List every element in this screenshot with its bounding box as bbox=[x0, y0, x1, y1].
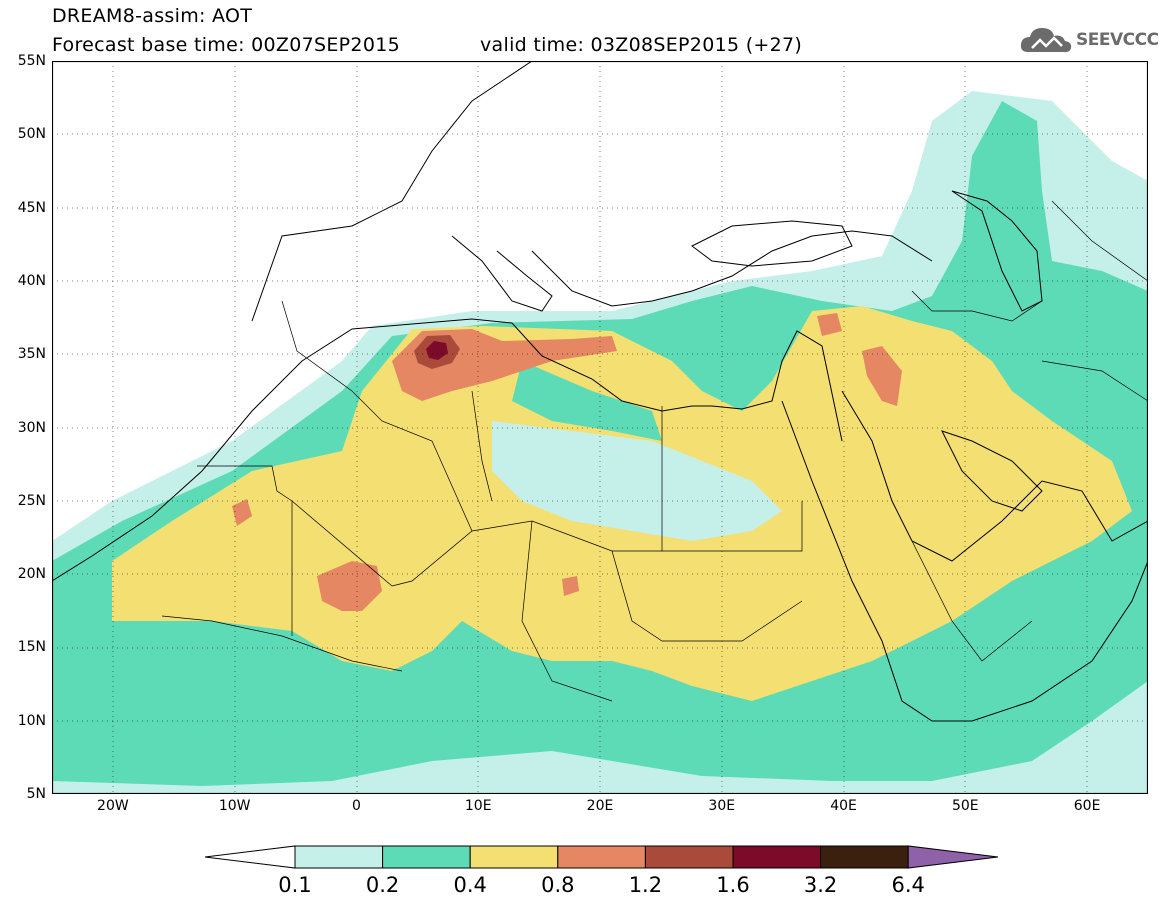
map-title: DREAM8-assim: AOT bbox=[52, 5, 253, 27]
colorbar-segment bbox=[644, 845, 734, 869]
colorbar-label: 0.4 bbox=[453, 873, 487, 897]
lon-label: 60E bbox=[1073, 798, 1101, 814]
lat-label: 40N bbox=[17, 272, 46, 289]
aot-field-0.8-c bbox=[232, 499, 252, 526]
colorbar-segment bbox=[294, 845, 384, 869]
lon-label: 20W bbox=[97, 798, 129, 814]
colorbar-segment bbox=[557, 845, 646, 869]
arabia-coast bbox=[841, 390, 1148, 562]
colorbar-segment bbox=[382, 845, 471, 869]
north-africa-coast bbox=[52, 318, 843, 582]
logo-text: SEEVCCC bbox=[1076, 30, 1159, 50]
colorbar-segment bbox=[820, 845, 909, 869]
italy-coast bbox=[451, 235, 553, 312]
lat-label: 30N bbox=[17, 419, 46, 436]
lat-label: 20N bbox=[17, 566, 46, 583]
country-borders bbox=[161, 200, 1148, 702]
colorbar-label: 0.2 bbox=[365, 873, 400, 897]
aot-field-0.8-d bbox=[862, 346, 902, 406]
lat-label: 5N bbox=[26, 786, 46, 802]
colorbar-label: 1.2 bbox=[628, 873, 663, 897]
aot-field-1.6 bbox=[426, 341, 448, 360]
colorbar-label: 0.8 bbox=[541, 873, 575, 897]
colorbar-label: 6.4 bbox=[891, 873, 925, 897]
colorbar-label: 1.6 bbox=[716, 873, 750, 897]
colorbar-over-triangle bbox=[907, 845, 999, 869]
aot-field-0.8-b bbox=[317, 561, 382, 611]
colorbar-label: 3.2 bbox=[803, 873, 838, 897]
lon-label: 10E bbox=[464, 798, 492, 814]
aot-map bbox=[52, 61, 1148, 794]
lon-label: 0 bbox=[351, 798, 361, 814]
valid-time: valid time: 03Z08SEP2015 (+27) bbox=[480, 34, 803, 56]
lat-label: 10N bbox=[17, 712, 46, 729]
lon-label: 40E bbox=[830, 798, 857, 814]
lat-label: 25N bbox=[17, 492, 46, 509]
aot-field-0.8-f bbox=[562, 576, 579, 596]
lon-label: 10W bbox=[218, 798, 251, 814]
colorbar-segment bbox=[732, 845, 822, 869]
europe-coast bbox=[251, 61, 533, 322]
forecast-base-time: Forecast base time: 00Z07SEP2015 bbox=[52, 34, 400, 56]
lat-label: 50N bbox=[17, 126, 46, 143]
seevccc-logo: SEEVCCC bbox=[1018, 22, 1159, 58]
colorbar-segment bbox=[469, 845, 559, 869]
cloud-icon bbox=[1020, 28, 1072, 53]
lon-label: 30E bbox=[708, 798, 736, 814]
lat-label: 35N bbox=[17, 346, 46, 363]
aot-field bbox=[52, 91, 1148, 794]
aot-colorbar bbox=[205, 845, 999, 869]
lon-label: 50E bbox=[951, 798, 979, 814]
black-sea-coast bbox=[691, 220, 853, 267]
balkans-coast bbox=[531, 230, 933, 307]
lat-label: 15N bbox=[17, 639, 46, 656]
aot-field-0.1-hole bbox=[492, 421, 782, 541]
lat-label: 55N bbox=[17, 53, 46, 69]
aot-field-0.2-hole bbox=[512, 361, 662, 441]
map-frame bbox=[52, 61, 1148, 794]
lon-label: 20E bbox=[586, 798, 614, 814]
aot-field-0.8-e bbox=[817, 313, 842, 336]
colorbar-label: 0.1 bbox=[278, 873, 312, 897]
colorbar-under-triangle bbox=[205, 845, 296, 869]
lat-label: 45N bbox=[17, 199, 46, 216]
